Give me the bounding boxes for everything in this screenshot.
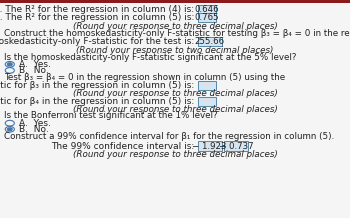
FancyBboxPatch shape [198,13,216,22]
Text: A.  Yes.: A. Yes. [19,60,50,69]
FancyBboxPatch shape [198,141,222,151]
Text: (Round your response to three decimal places): (Round your response to three decimal pl… [73,104,277,114]
Text: Is the Bonferroni test significant at the 1% level?: Is the Bonferroni test significant at th… [4,111,218,121]
FancyBboxPatch shape [198,97,216,106]
Text: Construct a 99% confidence interval for β₁ for the regression in column (5).: Construct a 99% confidence interval for … [4,132,335,141]
FancyBboxPatch shape [198,81,216,90]
Text: Is the homoskedasticity-only F-statistic significant at the 5% level?: Is the homoskedasticity-only F-statistic… [4,53,297,62]
Text: − 0.737: − 0.737 [219,141,253,151]
Text: 5. The R² for the regression in column (5) is:: 5. The R² for the regression in column (… [0,13,194,22]
Circle shape [8,128,12,131]
FancyBboxPatch shape [198,5,216,14]
Text: (Round your response to three decimal places): (Round your response to three decimal pl… [73,22,277,31]
FancyBboxPatch shape [198,37,222,46]
Text: − 1.923: − 1.923 [193,141,227,151]
Text: Construct the homoskedasticity-only F-statistic for testing β₃ = β₄ = 0 in the r: Construct the homoskedasticity-only F-st… [4,29,350,38]
Text: (Round your response to two decimal places): (Round your response to two decimal plac… [76,46,274,55]
Text: 4. The R² for the regression in column (4) is:: 4. The R² for the regression in column (… [0,5,194,14]
Text: B.  No.: B. No. [19,66,48,75]
Circle shape [8,63,12,66]
Text: The 99% confidence interval is:: The 99% confidence interval is: [51,141,194,151]
Text: B.  No.: B. No. [19,125,48,134]
Text: 255.66: 255.66 [195,37,225,46]
Text: 0.646: 0.646 [195,5,219,14]
Text: Test β₃ = β₄ = 0 in the regression shown in column (5) using the: Test β₃ = β₄ = 0 in the regression shown… [4,73,288,82]
Text: (Round your response to three decimal places): (Round your response to three decimal pl… [73,150,277,159]
Text: 0.765: 0.765 [195,13,219,22]
Text: (Round your response to three decimal places): (Round your response to three decimal pl… [73,89,277,98]
Text: The t-statistic for β₃ in the regression in column (5) is:: The t-statistic for β₃ in the regression… [0,81,194,90]
Text: The t-statistic for β₄ in the regression in column (5) is:: The t-statistic for β₄ in the regression… [0,97,194,106]
Text: A.  Yes.: A. Yes. [19,119,50,128]
FancyBboxPatch shape [224,141,248,151]
Text: The homoskedasticity-only F-statistic for the test is:: The homoskedasticity-only F-statistic fo… [0,37,194,46]
FancyBboxPatch shape [0,0,350,3]
